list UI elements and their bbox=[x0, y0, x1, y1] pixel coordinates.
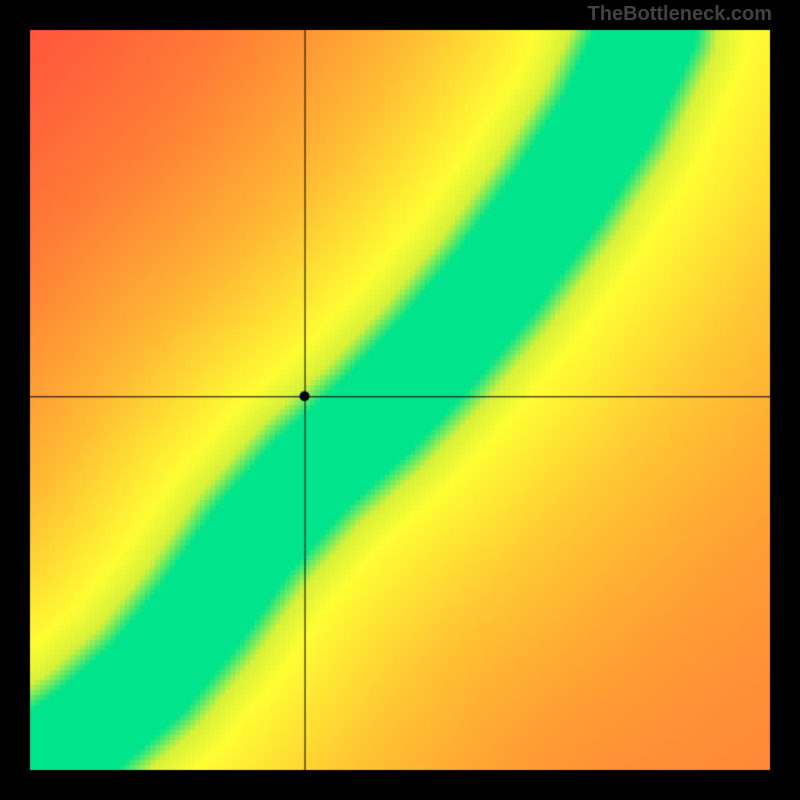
watermark-text: TheBottleneck.com bbox=[588, 3, 772, 26]
bottleneck-heatmap bbox=[0, 0, 800, 800]
chart-container: TheBottleneck.com bbox=[0, 0, 800, 800]
